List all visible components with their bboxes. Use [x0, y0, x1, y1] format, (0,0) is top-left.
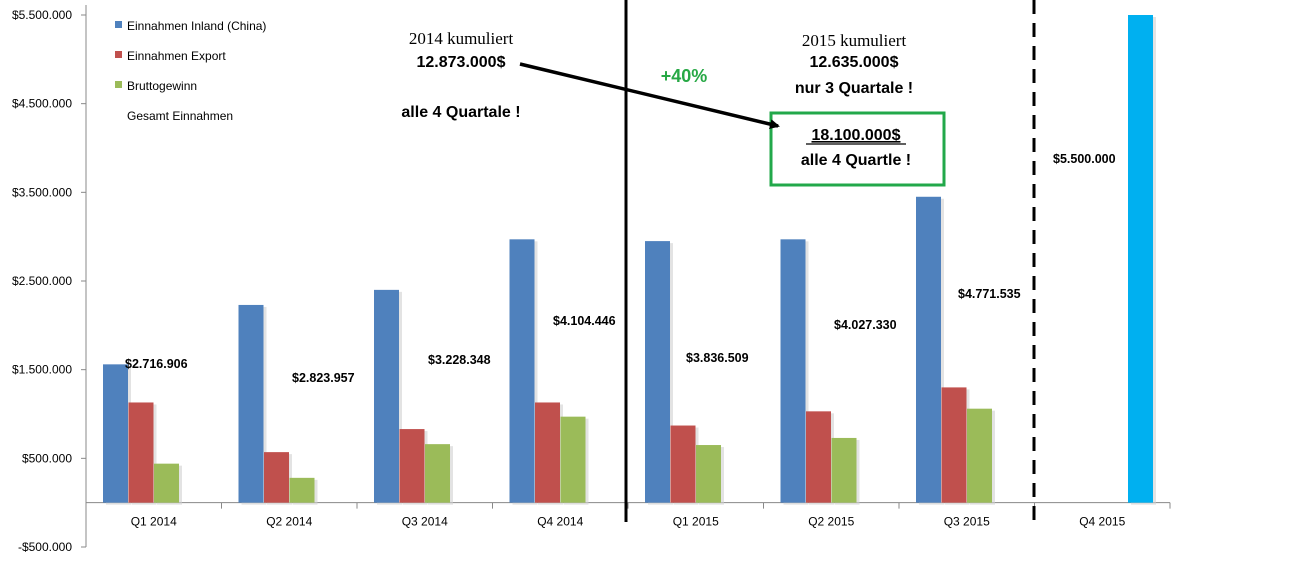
y-tick-label: $1.500.000	[12, 363, 72, 377]
legend-swatch-export	[115, 51, 122, 58]
annotation-2015-value: 12.635.000$	[810, 54, 899, 71]
x-tick-label: Q3 2014	[402, 515, 448, 529]
legend-swatch-brutto	[115, 81, 122, 88]
y-tick-label: $3.500.000	[12, 185, 72, 199]
x-tick-label: Q3 2015	[944, 515, 990, 529]
legend-label-inland: Einnahmen Inland (China)	[127, 19, 266, 33]
y-tick-label: $2.500.000	[12, 274, 72, 288]
total-label: $4.027.330	[834, 318, 897, 332]
bar-bruttogewinn	[560, 416, 586, 503]
legend: Einnahmen Inland (China) Einnahmen Expor…	[115, 19, 266, 123]
x-tick-label: Q4 2014	[537, 515, 583, 529]
total-label: $4.771.535	[958, 287, 1021, 301]
bar-einnahmen-export	[535, 402, 560, 503]
annotation-2014-note: alle 4 Quartale !	[401, 104, 520, 121]
legend-label-brutto: Bruttogewinn	[127, 79, 197, 93]
x-tick-label: Q2 2015	[808, 515, 854, 529]
growth-arrow	[519, 62, 780, 129]
total-labels: $2.716.906 $2.823.957 $3.228.348 $4.104.446…	[125, 152, 1116, 385]
annotation-2015-title: 2015 kumuliert	[802, 31, 907, 50]
y-tick-label: $4.500.000	[12, 97, 72, 111]
total-label: $2.716.906	[125, 357, 188, 371]
legend-label-export: Einnahmen Export	[127, 49, 226, 63]
y-tick-label: $5.500.000	[12, 8, 72, 22]
bar-einnahmen-inland-china	[103, 364, 128, 503]
legend-label-gesamt: Gesamt Einnahmen	[127, 109, 233, 123]
forecast-value: 18.100.000$	[812, 127, 901, 144]
annotation-2014-value: 12.873.000$	[417, 54, 506, 71]
bar-einnahmen-export	[264, 452, 289, 503]
bar-einnahmen-inland-china	[916, 196, 941, 503]
y-tick-label: $500.000	[22, 451, 72, 465]
x-tick-label: Q4 2015	[1079, 515, 1125, 529]
y-axis: -$500.000 $500.000 $1.500.000 $2.500.000 $3.…	[12, 5, 87, 554]
bar-einnahmen-export	[941, 387, 967, 503]
bar-bruttogewinn	[289, 477, 315, 503]
bar-einnahmen-export	[128, 402, 154, 503]
x-tick-label: Q2 2014	[266, 515, 312, 529]
bar-bruttogewinn	[425, 444, 450, 503]
bar-bruttogewinn	[831, 437, 857, 503]
x-tick-label: Q1 2015	[673, 515, 719, 529]
bar-gesamt-einnahmen	[1128, 15, 1153, 503]
total-label: $5.500.000	[1053, 152, 1116, 166]
forecast-box	[769, 111, 946, 187]
y-tick-label: -$500.000	[18, 540, 72, 554]
bar-einnahmen-inland-china	[509, 239, 535, 503]
total-label: $4.104.446	[553, 314, 616, 328]
total-label: $3.228.348	[428, 353, 491, 367]
bar-bruttogewinn	[696, 445, 721, 503]
forecast-note: alle 4 Quartle !	[801, 152, 911, 169]
bar-einnahmen-inland-china	[374, 289, 399, 503]
annotation-2014-title: 2014 kumuliert	[409, 29, 514, 48]
bar-einnahmen-export	[670, 425, 696, 503]
bar-bruttogewinn	[967, 408, 992, 503]
bars	[103, 15, 1156, 505]
bar-einnahmen-inland-china	[780, 239, 806, 503]
total-label: $2.823.957	[292, 371, 355, 385]
bar-bruttogewinn	[154, 463, 179, 503]
bar-einnahmen-export	[806, 411, 831, 503]
legend-swatch-inland	[115, 21, 122, 28]
annotation-growth: +40%	[661, 66, 708, 86]
x-tick-label: Q1 2014	[131, 515, 177, 529]
bar-einnahmen-inland-china	[645, 241, 670, 503]
bar-einnahmen-inland-china	[238, 304, 264, 503]
annotation-2015-note: nur 3 Quartale !	[795, 80, 913, 97]
total-label: $3.836.509	[686, 351, 749, 365]
bar-einnahmen-export	[399, 429, 425, 503]
